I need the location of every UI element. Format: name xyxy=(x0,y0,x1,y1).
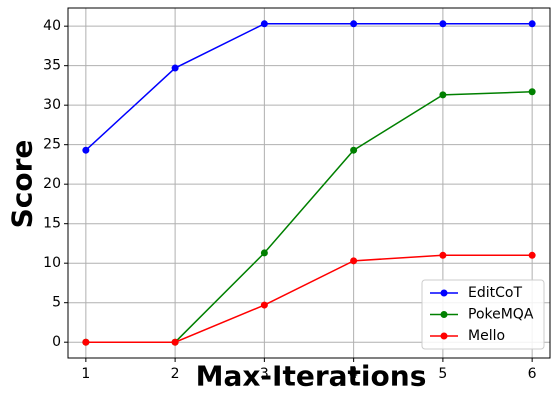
legend-marker xyxy=(440,289,448,297)
data-point-editcot xyxy=(260,20,268,28)
data-point-pokemqa xyxy=(528,88,536,96)
series-layer xyxy=(82,20,536,346)
data-point-editcot xyxy=(528,20,536,28)
data-point-mello xyxy=(171,338,179,346)
data-point-mello xyxy=(528,251,536,259)
data-point-pokemqa xyxy=(439,91,447,99)
y-tick-label: 15 xyxy=(43,216,61,232)
x-tick-label: 4 xyxy=(349,366,358,382)
x-tick-label: 2 xyxy=(171,366,180,382)
data-point-editcot xyxy=(350,20,358,28)
ticks: 1 2 3 4 5 6 0 5 10 15 20 25 30 35 40 xyxy=(43,18,537,382)
series-line-mello xyxy=(85,254,533,343)
data-point-mello xyxy=(82,338,90,346)
x-tick-label: 1 xyxy=(81,366,90,382)
legend-item-mello: Mello xyxy=(430,328,505,344)
y-tick-label: 25 xyxy=(43,137,61,153)
y-tick-label: 40 xyxy=(43,18,61,34)
y-tick-label: 10 xyxy=(43,255,61,271)
legend-item-pokemqa: PokeMQA xyxy=(430,307,534,323)
legend-item-editcot: EditCoT xyxy=(430,285,522,301)
y-tick-label: 30 xyxy=(43,97,61,113)
data-point-editcot xyxy=(439,20,447,28)
legend: EditCoT PokeMQA Mello xyxy=(421,279,545,350)
data-point-pokemqa xyxy=(260,249,268,257)
data-point-editcot xyxy=(82,146,90,154)
legend-marker xyxy=(440,332,448,340)
legend-box xyxy=(421,279,545,350)
y-tick-label: 0 xyxy=(52,334,61,350)
legend-label: Mello xyxy=(468,328,505,344)
legend-label: PokeMQA xyxy=(468,307,534,323)
x-tick-label: 6 xyxy=(528,366,537,382)
x-axis-title: Max-Iterations xyxy=(196,360,427,393)
series-line-editcot xyxy=(85,23,533,151)
grid xyxy=(68,8,550,358)
data-point-pokemqa xyxy=(350,146,358,154)
y-axis-title: Score xyxy=(6,140,39,229)
y-tick-label: 35 xyxy=(43,58,61,74)
plot-frame xyxy=(67,7,551,359)
series-mello xyxy=(82,251,536,346)
data-point-mello xyxy=(260,301,268,309)
series-editcot xyxy=(82,20,536,154)
data-point-mello xyxy=(439,251,447,259)
x-tick-label: 3 xyxy=(260,366,269,382)
y-tick-label: 20 xyxy=(43,176,61,192)
data-point-editcot xyxy=(171,64,179,72)
x-tick-label: 5 xyxy=(438,366,447,382)
data-point-mello xyxy=(350,257,358,265)
legend-label: EditCoT xyxy=(468,285,522,301)
legend-marker xyxy=(440,311,448,318)
y-tick-label: 5 xyxy=(52,295,61,311)
